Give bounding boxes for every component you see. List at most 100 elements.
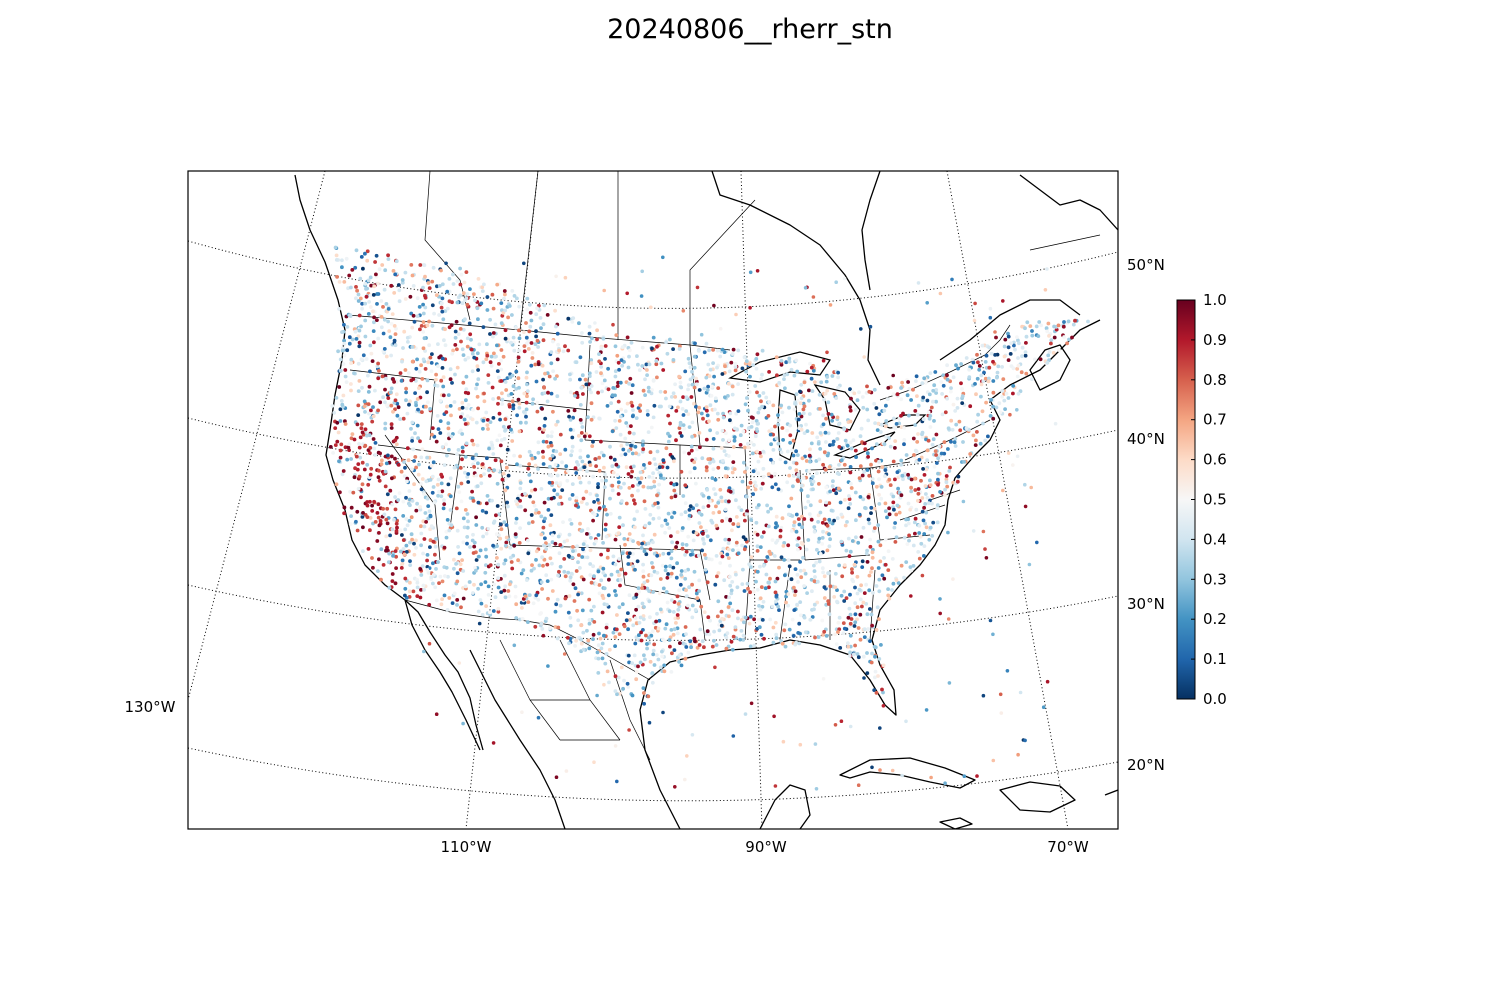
station-marker	[909, 489, 914, 494]
station-marker	[658, 473, 663, 478]
station-marker	[838, 646, 843, 650]
station-marker	[440, 356, 445, 361]
station-marker	[466, 403, 471, 407]
station-marker	[357, 340, 362, 345]
station-marker	[690, 603, 695, 608]
station-marker	[338, 407, 343, 412]
station-marker	[867, 389, 872, 394]
station-marker	[576, 463, 581, 467]
station-marker	[909, 485, 913, 490]
canada-provinces	[424, 171, 1101, 345]
station-marker	[516, 376, 521, 381]
station-marker	[505, 500, 510, 505]
station-marker	[566, 469, 570, 473]
station-marker	[652, 663, 657, 667]
station-marker	[355, 288, 359, 293]
station-marker	[928, 371, 933, 375]
station-marker	[820, 566, 825, 571]
station-marker	[567, 532, 572, 537]
station-marker	[393, 507, 398, 512]
station-marker	[895, 470, 900, 475]
station-marker	[510, 439, 515, 443]
station-marker	[645, 368, 649, 372]
station-marker	[834, 642, 839, 646]
station-marker	[517, 541, 522, 545]
station-marker	[437, 313, 441, 317]
station-marker	[357, 445, 362, 450]
station-marker	[408, 294, 413, 299]
station-marker	[511, 403, 516, 408]
station-marker	[497, 433, 502, 438]
station-marker	[760, 604, 765, 609]
station-marker	[916, 281, 921, 285]
station-marker	[630, 484, 635, 488]
station-marker	[421, 346, 426, 351]
station-marker	[359, 357, 364, 362]
station-marker	[390, 502, 394, 507]
station-marker	[630, 469, 634, 474]
station-marker	[688, 365, 693, 370]
station-marker	[831, 488, 836, 492]
station-marker	[544, 573, 549, 578]
station-marker	[914, 459, 919, 464]
station-marker	[806, 499, 811, 504]
station-marker	[657, 516, 661, 520]
station-marker	[792, 585, 796, 590]
station-marker	[415, 577, 419, 582]
station-marker	[781, 544, 786, 548]
map-area[interactable]	[188, 171, 1118, 829]
station-marker	[689, 645, 693, 650]
station-marker	[727, 547, 731, 552]
station-marker	[587, 646, 592, 651]
station-marker	[412, 482, 416, 487]
station-marker	[792, 407, 797, 412]
station-marker	[835, 471, 840, 476]
station-marker	[726, 541, 731, 546]
station-marker	[504, 535, 509, 540]
political-borders	[347, 171, 1101, 761]
station-marker	[631, 596, 636, 600]
station-marker	[721, 411, 725, 416]
station-marker	[638, 403, 643, 408]
station-marker	[591, 632, 596, 637]
station-marker	[557, 569, 561, 574]
station-marker	[549, 443, 554, 448]
station-marker	[452, 465, 457, 470]
station-marker	[647, 389, 651, 394]
station-marker	[802, 568, 806, 573]
station-marker	[554, 775, 559, 779]
station-marker	[425, 553, 430, 557]
station-marker	[690, 548, 695, 553]
station-marker	[502, 289, 507, 293]
station-marker	[706, 615, 711, 620]
station-marker	[492, 351, 496, 356]
station-marker	[390, 476, 394, 481]
station-marker	[909, 398, 913, 402]
station-marker	[692, 354, 697, 359]
station-marker	[756, 503, 761, 507]
station-marker	[349, 361, 353, 366]
station-marker	[979, 373, 984, 378]
station-marker	[1067, 337, 1071, 342]
station-marker	[950, 427, 955, 432]
station-marker	[654, 619, 658, 624]
station-marker	[606, 387, 611, 392]
station-marker	[1044, 326, 1049, 331]
station-marker	[597, 583, 602, 587]
station-marker	[971, 529, 976, 533]
station-marker	[931, 520, 936, 525]
station-marker	[640, 601, 645, 606]
station-marker	[475, 394, 480, 399]
station-marker	[697, 589, 701, 593]
station-marker	[855, 574, 860, 579]
station-marker	[499, 367, 504, 372]
station-marker	[728, 489, 733, 494]
station-marker	[923, 380, 928, 385]
station-marker	[377, 557, 381, 562]
station-marker	[376, 502, 381, 507]
station-marker	[455, 603, 459, 607]
station-marker	[953, 409, 958, 413]
station-marker	[848, 408, 853, 413]
station-marker	[527, 593, 532, 597]
station-marker	[384, 548, 388, 553]
